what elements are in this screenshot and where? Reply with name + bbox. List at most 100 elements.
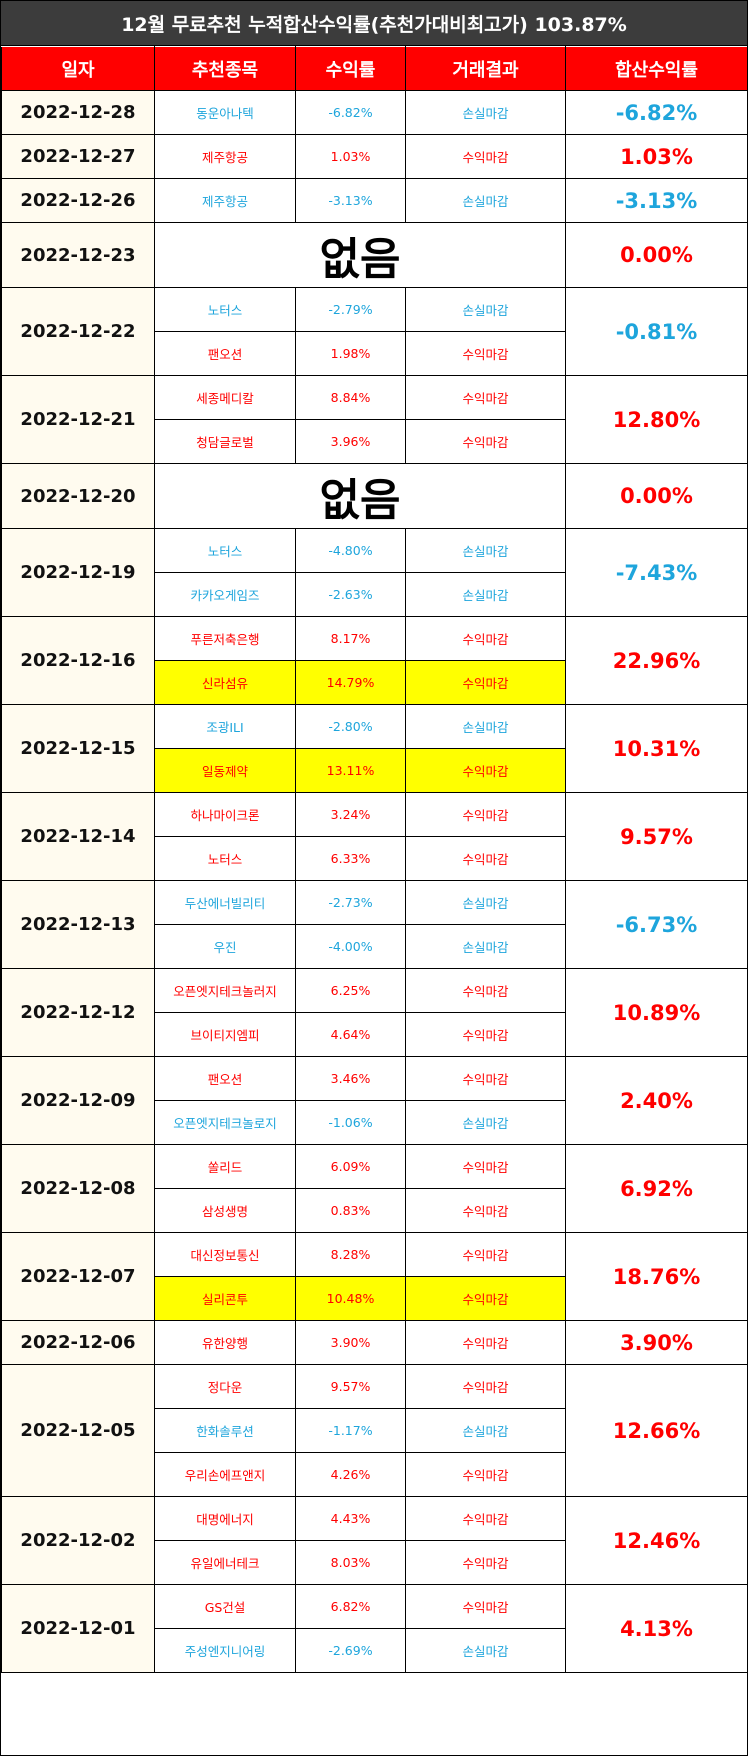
total-cell: -6.73% [565,880,748,969]
return-rate: 4.64% [295,1012,406,1057]
return-rate: 1.03% [295,134,406,179]
return-rate: 4.43% [295,1496,406,1541]
trade-result: 수익마감 [405,792,566,837]
table-row: 2022-12-05 정다운 9.57% 수익마감 12.66% [1,1364,748,1497]
return-rate: 6.09% [295,1144,406,1189]
return-rate: -2.63% [295,572,406,617]
date-cell: 2022-12-09 [1,1056,155,1145]
return-rate: 6.25% [295,968,406,1013]
return-rate: 8.84% [295,375,406,420]
date-cell: 2022-12-13 [1,880,155,969]
return-rate: 8.17% [295,616,406,661]
stock-name: 대명에너지 [154,1496,296,1541]
stock-name: 두산에너빌리티 [154,880,296,925]
table-row: 카카오게임즈 -2.63% 손실마감 [2,572,748,617]
date-cell: 2022-12-05 [1,1364,155,1497]
column-header: 수익률 [295,46,406,91]
stock-name: 쏠리드 [154,1144,296,1189]
stock-name: 제주항공 [154,134,296,179]
column-header: 추천종목 [154,46,296,91]
stock-name: 오픈엣지테크놀러지 [154,968,296,1013]
return-rate: -2.80% [295,704,406,749]
total-cell: 12.46% [565,1496,748,1585]
stock-name: 유한양행 [154,1320,296,1365]
total-cell: 12.80% [565,375,748,464]
stock-name: 팬오션 [154,331,296,376]
total-cell: 22.96% [565,616,748,705]
trade-result: 수익마감 [405,836,566,881]
trade-result: 손실마감 [405,90,566,135]
trade-result: 수익마감 [405,1540,566,1585]
total-cell: 6.92% [565,1144,748,1233]
total-cell: -3.13% [565,178,748,223]
date-cell: 2022-12-08 [1,1144,155,1233]
trade-result: 수익마감 [405,1056,566,1101]
total-cell: 1.03% [565,134,748,179]
column-header: 합산수익률 [565,46,748,91]
trade-result: 손실마감 [405,572,566,617]
return-rate: -1.06% [295,1100,406,1145]
total-cell: 10.89% [565,968,748,1057]
total-cell: 12.66% [565,1364,748,1497]
date-cell: 2022-12-16 [1,616,155,705]
table-row: 2022-12-27 제주항공 1.03% 수익마감 1.03% [1,134,748,179]
stock-name: 노터스 [154,528,296,573]
date-cell: 2022-12-06 [1,1320,155,1365]
table-body: 2022-12-28 동운아나텍 -6.82% 손실마감 -6.82% 2022-12-2… [1,90,748,1673]
return-rate: -1.17% [295,1408,406,1453]
table-row: 2022-12-02 대명에너지 4.43% 수익마감 12.46% [1,1496,748,1585]
return-rate: 4.26% [295,1452,406,1497]
return-rate: 3.46% [295,1056,406,1101]
stock-name: 오픈엣지테크놀로지 [154,1100,296,1145]
trade-result: 수익마감 [405,1144,566,1189]
return-rate: 10.48% [295,1276,406,1321]
stock-name: 제주항공 [154,178,296,223]
trade-result: 수익마감 [405,1364,566,1409]
date-cell: 2022-12-23 [1,222,155,288]
date-cell: 2022-12-20 [1,463,155,529]
total-cell: 4.13% [565,1584,748,1673]
trade-result: 수익마감 [405,1012,566,1057]
stock-name: 주성엔지니어링 [154,1628,296,1673]
total-cell: -6.82% [565,90,748,135]
table-row: 2022-12-14 하나마이크론 3.24% 수익마감 9.57% [1,792,748,881]
table-row: 2022-12-15 조광ILI -2.80% 손실마감 10.31% [1,704,748,793]
table-row: 2022-12-28 동운아나텍 -6.82% 손실마감 -6.82% [1,90,748,135]
table-row: 2022-12-09 팬오션 3.46% 수익마감 2.40% [1,1056,748,1145]
table-row: 우리손에프앤지 4.26% 수익마감 [2,1452,748,1497]
trade-result: 수익마감 [405,968,566,1013]
stock-name: 브이티지엠피 [154,1012,296,1057]
trade-result: 손실마감 [405,1628,566,1673]
return-rate: 8.28% [295,1232,406,1277]
trade-result: 수익마감 [405,419,566,464]
total-cell: -0.81% [565,287,748,376]
date-cell: 2022-12-26 [1,178,155,223]
trade-result: 수익마감 [405,660,566,705]
date-cell: 2022-12-15 [1,704,155,793]
stock-name: 신라섬유 [154,660,296,705]
stock-name: 우리손에프앤지 [154,1452,296,1497]
total-cell: 10.31% [565,704,748,793]
trade-result: 수익마감 [405,1276,566,1321]
table-row: 2022-12-21 세종메디칼 8.84% 수익마감 12.80% [1,375,748,464]
table-row: 실리콘투 10.48% 수익마감 [2,1276,748,1321]
stock-name: 노터스 [154,287,296,332]
return-rate: -3.13% [295,178,406,223]
total-cell: -7.43% [565,528,748,617]
return-rate: -4.80% [295,528,406,573]
table-row: 노터스 6.33% 수익마감 [2,836,748,881]
table-row: 2022-12-26 제주항공 -3.13% 손실마감 -3.13% [1,178,748,223]
date-cell: 2022-12-22 [1,287,155,376]
stock-name: 팬오션 [154,1056,296,1101]
date-cell: 2022-12-27 [1,134,155,179]
return-rate: 3.24% [295,792,406,837]
table-row: 청담글로벌 3.96% 수익마감 [2,419,748,464]
return-rate: 6.33% [295,836,406,881]
table-row: 브이티지엠피 4.64% 수익마감 [2,1012,748,1057]
total-cell: 0.00% [565,463,748,529]
return-rate: 14.79% [295,660,406,705]
return-rate: -2.73% [295,880,406,925]
table-row: 2022-12-16 푸른저축은행 8.17% 수익마감 22.96% [1,616,748,705]
return-rate: 0.83% [295,1188,406,1233]
